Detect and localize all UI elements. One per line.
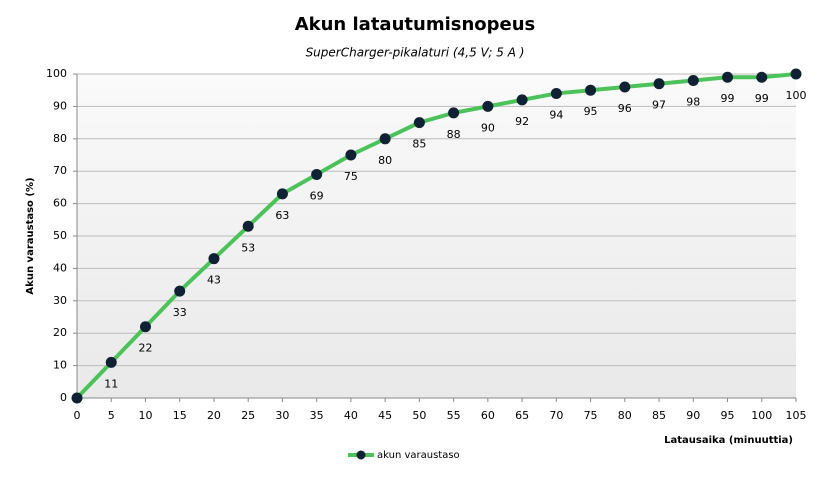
chart-title: Akun latautumisnopeus — [295, 14, 536, 35]
marker — [687, 74, 699, 86]
x-tick-label: 15 — [173, 409, 187, 422]
data-label: 22 — [138, 342, 152, 355]
data-label: 100 — [786, 89, 807, 102]
x-tick-label: 50 — [412, 409, 426, 422]
marker — [482, 100, 494, 112]
data-label: 33 — [173, 306, 187, 319]
y-tick-label: 60 — [53, 197, 67, 210]
y-tick-label: 90 — [53, 99, 67, 112]
marker — [550, 87, 562, 99]
marker — [208, 253, 220, 265]
data-label: 95 — [584, 105, 598, 118]
x-tick-label: 75 — [584, 409, 598, 422]
data-label: 80 — [378, 154, 392, 167]
data-label: 11 — [104, 377, 118, 390]
marker — [516, 94, 528, 106]
x-tick-label: 35 — [310, 409, 324, 422]
marker — [722, 71, 734, 83]
x-tick-label: 40 — [344, 409, 358, 422]
x-tick-label: 55 — [447, 409, 461, 422]
marker — [413, 117, 425, 129]
marker — [311, 168, 323, 180]
marker — [174, 285, 186, 297]
data-label: 85 — [412, 138, 426, 151]
chart-subtitle: SuperCharger-pikalaturi (4,5 V; 5 A ) — [306, 46, 525, 60]
marker — [790, 68, 802, 80]
marker — [105, 356, 117, 368]
y-tick-label: 80 — [53, 132, 67, 145]
y-tick-label: 70 — [53, 164, 67, 177]
marker — [448, 107, 460, 119]
x-tick-label: 90 — [686, 409, 700, 422]
data-label: 69 — [310, 189, 324, 202]
x-tick-label: 5 — [108, 409, 115, 422]
series-line — [75, 72, 797, 400]
marker — [276, 188, 288, 200]
y-axis-label: Akun varaustaso (%) — [25, 177, 36, 294]
data-label: 97 — [652, 99, 666, 112]
x-tick-label: 70 — [549, 409, 563, 422]
data-label: 88 — [447, 128, 461, 141]
x-tick-label: 60 — [481, 409, 495, 422]
x-tick-label: 95 — [721, 409, 735, 422]
y-tick-label: 50 — [53, 229, 67, 242]
x-tick-label: 30 — [275, 409, 289, 422]
data-label: 94 — [549, 108, 563, 121]
marker — [585, 84, 597, 96]
x-axis-label: Latausaika (minuuttia) — [664, 435, 793, 446]
data-label: 75 — [344, 170, 358, 183]
data-label: 90 — [481, 121, 495, 134]
marker — [242, 220, 254, 232]
x-tick-label: 100 — [751, 409, 772, 422]
y-tick-label: 10 — [53, 359, 67, 372]
x-tick-label: 105 — [786, 409, 807, 422]
data-label: 99 — [755, 92, 769, 105]
y-tick-label: 100 — [46, 67, 67, 80]
x-tick-label: 0 — [74, 409, 81, 422]
marker — [139, 321, 151, 333]
legend-marker — [356, 450, 366, 460]
x-tick-label: 10 — [138, 409, 152, 422]
marker — [71, 392, 83, 404]
marker — [756, 71, 768, 83]
x-tick-label: 20 — [207, 409, 221, 422]
marker — [653, 78, 665, 90]
data-label: 53 — [241, 241, 255, 254]
marker — [619, 81, 631, 93]
data-label: 63 — [275, 209, 289, 222]
data-label: 99 — [721, 92, 735, 105]
x-tick-label: 85 — [652, 409, 666, 422]
legend-label: akun varaustaso — [377, 450, 460, 461]
marker — [345, 149, 357, 161]
y-tick-label: 0 — [60, 391, 67, 404]
y-tick-label: 40 — [53, 261, 67, 274]
x-tick-label: 80 — [618, 409, 632, 422]
y-tick-label: 20 — [53, 326, 67, 339]
y-tick-label: 30 — [53, 294, 67, 307]
x-tick-label: 25 — [241, 409, 255, 422]
data-label: 92 — [515, 115, 529, 128]
x-tick-label: 45 — [378, 409, 392, 422]
marker — [379, 133, 391, 145]
data-label: 43 — [207, 274, 221, 287]
x-tick-label: 65 — [515, 409, 529, 422]
data-label: 98 — [686, 95, 700, 108]
data-label: 96 — [618, 102, 632, 115]
